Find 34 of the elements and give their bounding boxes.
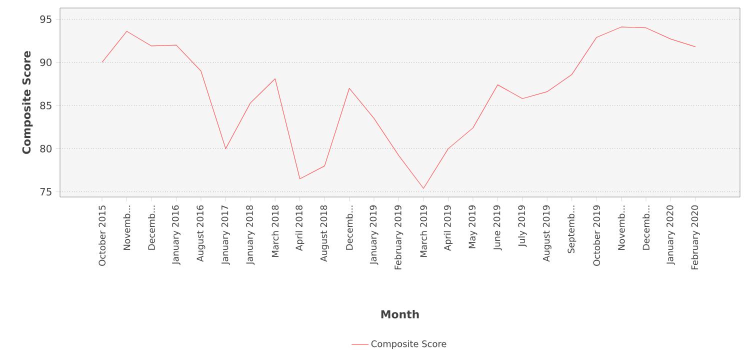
x-tick-label: January 2019 xyxy=(370,205,378,265)
x-tick-label: Novemb... xyxy=(618,206,625,250)
x-tick-label: Decemb... xyxy=(346,206,353,250)
x-tick-label: January 2016 xyxy=(172,205,180,265)
x-tick-label: January 2018 xyxy=(246,205,255,265)
x-tick-label: August 2019 xyxy=(542,205,552,262)
line-series xyxy=(102,26,696,189)
x-tick-label: October 2019 xyxy=(593,205,600,266)
x-tick-label: April 2018 xyxy=(296,205,304,251)
x-tick-label: Decemb... xyxy=(642,206,650,250)
y-tick-label: 80 xyxy=(40,144,52,152)
x-tick-label: January 2017 xyxy=(221,206,230,265)
y-tick-label: 85 xyxy=(40,102,52,110)
x-tick-label: February 2019 xyxy=(394,205,404,270)
x-tick-label: April 2019 xyxy=(444,205,453,251)
y-axis-title: Composite Score xyxy=(22,51,33,154)
x-tick-label: February 2020 xyxy=(691,205,700,270)
x-tick-label: Novemb... xyxy=(123,206,130,250)
legend-label: Composite Score xyxy=(371,340,446,349)
y-tick-label: 95 xyxy=(40,15,52,23)
x-tick-label: March 2019 xyxy=(420,205,427,257)
x-tick-label: Decemb... xyxy=(148,206,155,250)
x-tick-label: October 2015 xyxy=(98,206,106,266)
y-tick-label: 75 xyxy=(40,188,52,196)
x-axis-title: Month xyxy=(381,310,419,318)
x-tick-label: August 2016 xyxy=(196,205,206,262)
x-tick-label: July 2019 xyxy=(518,205,527,248)
x-tick-label: Septemb... xyxy=(568,206,576,254)
x-tick-label: January 2020 xyxy=(666,205,676,265)
x-tick-label: March 2018 xyxy=(272,205,279,257)
x-tick-label: August 2018 xyxy=(320,205,329,262)
x-tick-label: May 2019 xyxy=(468,205,478,248)
y-tick-label: 90 xyxy=(40,58,52,66)
x-tick-label: June 2019 xyxy=(493,205,502,250)
